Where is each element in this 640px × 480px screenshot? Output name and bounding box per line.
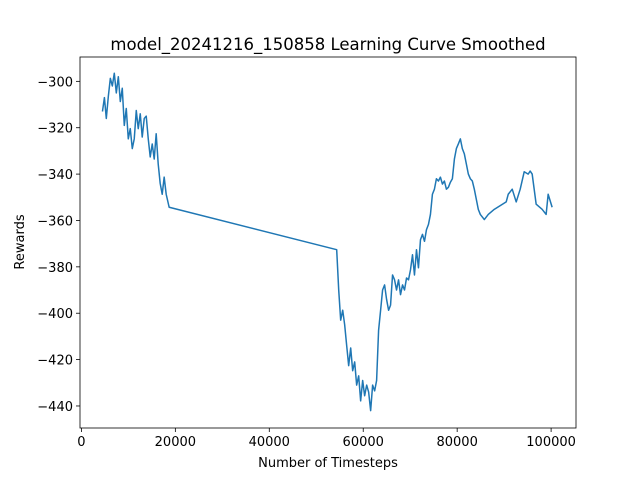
y-tick-label: −340 bbox=[37, 168, 73, 183]
plot-frame bbox=[79, 56, 577, 429]
data-line bbox=[101, 72, 553, 412]
y-tick-label: −440 bbox=[37, 400, 73, 415]
y-tick-label: −300 bbox=[37, 75, 73, 90]
x-tick-label: 0 bbox=[77, 435, 85, 450]
y-tick-label: −320 bbox=[37, 122, 73, 137]
y-tick-label: −360 bbox=[37, 214, 73, 229]
x-tick-label: 100000 bbox=[526, 435, 576, 450]
x-tick-label: 40000 bbox=[249, 435, 290, 450]
x-tick-label: 80000 bbox=[436, 435, 477, 450]
y-tick-label: −380 bbox=[37, 261, 73, 276]
x-tick-label: 20000 bbox=[155, 435, 196, 450]
y-axis-label: Rewards bbox=[13, 214, 28, 269]
chart-title: model_20241216_150858 Learning Curve Smo… bbox=[110, 35, 545, 55]
x-axis-label: Number of Timesteps bbox=[258, 456, 398, 471]
y-tick-label: −400 bbox=[37, 307, 73, 322]
x-tick-label: 60000 bbox=[343, 435, 384, 450]
y-tick-label: −420 bbox=[37, 354, 73, 369]
